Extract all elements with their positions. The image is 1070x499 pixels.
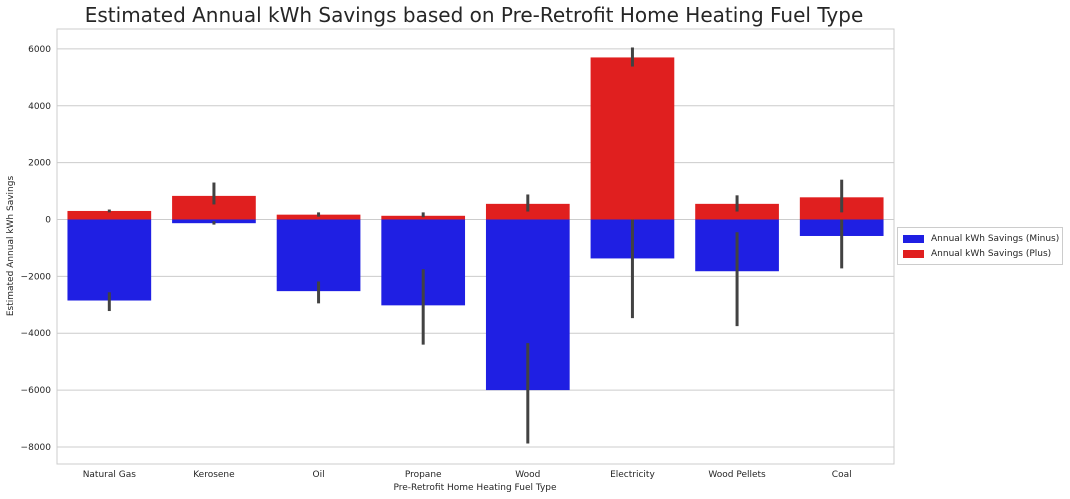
y-tick-label: 2000 (28, 159, 51, 169)
bars (67, 57, 884, 391)
bar-minus (67, 219, 152, 301)
legend-item-minus: Annual kWh Savings (Minus) (903, 231, 1060, 246)
legend-swatch-plus (903, 249, 924, 258)
legend: Annual kWh Savings (Minus) Annual kWh Sa… (897, 227, 1063, 265)
x-tick-label: Wood (515, 470, 540, 480)
y-tick-labels: −8000 −6000 −4000 −2000 0 2000 4000 6000 (21, 45, 52, 453)
legend-item-plus: Annual kWh Savings (Plus) (903, 246, 1057, 261)
x-tick-label: Coal (832, 470, 852, 480)
bar-plus (695, 203, 779, 220)
x-tick-labels: Natural Gas Kerosene Oil Propane Wood Electri… (83, 470, 852, 480)
y-tick-label: 0 (45, 215, 51, 225)
gridlines (57, 48, 894, 448)
y-axis-label: Estimated Annual kWh Savings (6, 176, 16, 317)
legend-swatch-minus (903, 234, 924, 243)
bar-minus (276, 219, 361, 292)
x-axis-label: Pre-Retrofit Home Heating Fuel Type (393, 483, 557, 493)
bar-plus (485, 203, 570, 220)
bar-plus (276, 214, 361, 220)
bar-plus (590, 57, 675, 220)
y-tick-label: −6000 (21, 386, 52, 396)
y-tick-label: −2000 (21, 272, 52, 282)
x-tick-label: Propane (405, 470, 442, 480)
bar-plus (172, 195, 256, 220)
x-tick-label: Oil (313, 470, 325, 480)
y-tick-label: 4000 (28, 102, 51, 112)
error-bars (107, 47, 844, 444)
y-tick-label: −8000 (21, 443, 52, 453)
x-tick-label: Natural Gas (83, 470, 137, 480)
legend-label-minus: Annual kWh Savings (Minus) (931, 233, 1060, 244)
chart-title: Estimated Annual kWh Savings based on Pr… (85, 3, 864, 27)
x-tick-label: Electricity (610, 470, 655, 480)
y-tick-label: 6000 (28, 45, 51, 55)
bar-plus (67, 210, 152, 220)
y-tick-label: −4000 (21, 329, 52, 339)
legend-label-plus: Annual kWh Savings (Plus) (931, 248, 1052, 259)
x-tick-label: Wood Pellets (708, 470, 766, 480)
x-tick-label: Kerosene (193, 470, 235, 480)
bar-plus (381, 215, 466, 220)
